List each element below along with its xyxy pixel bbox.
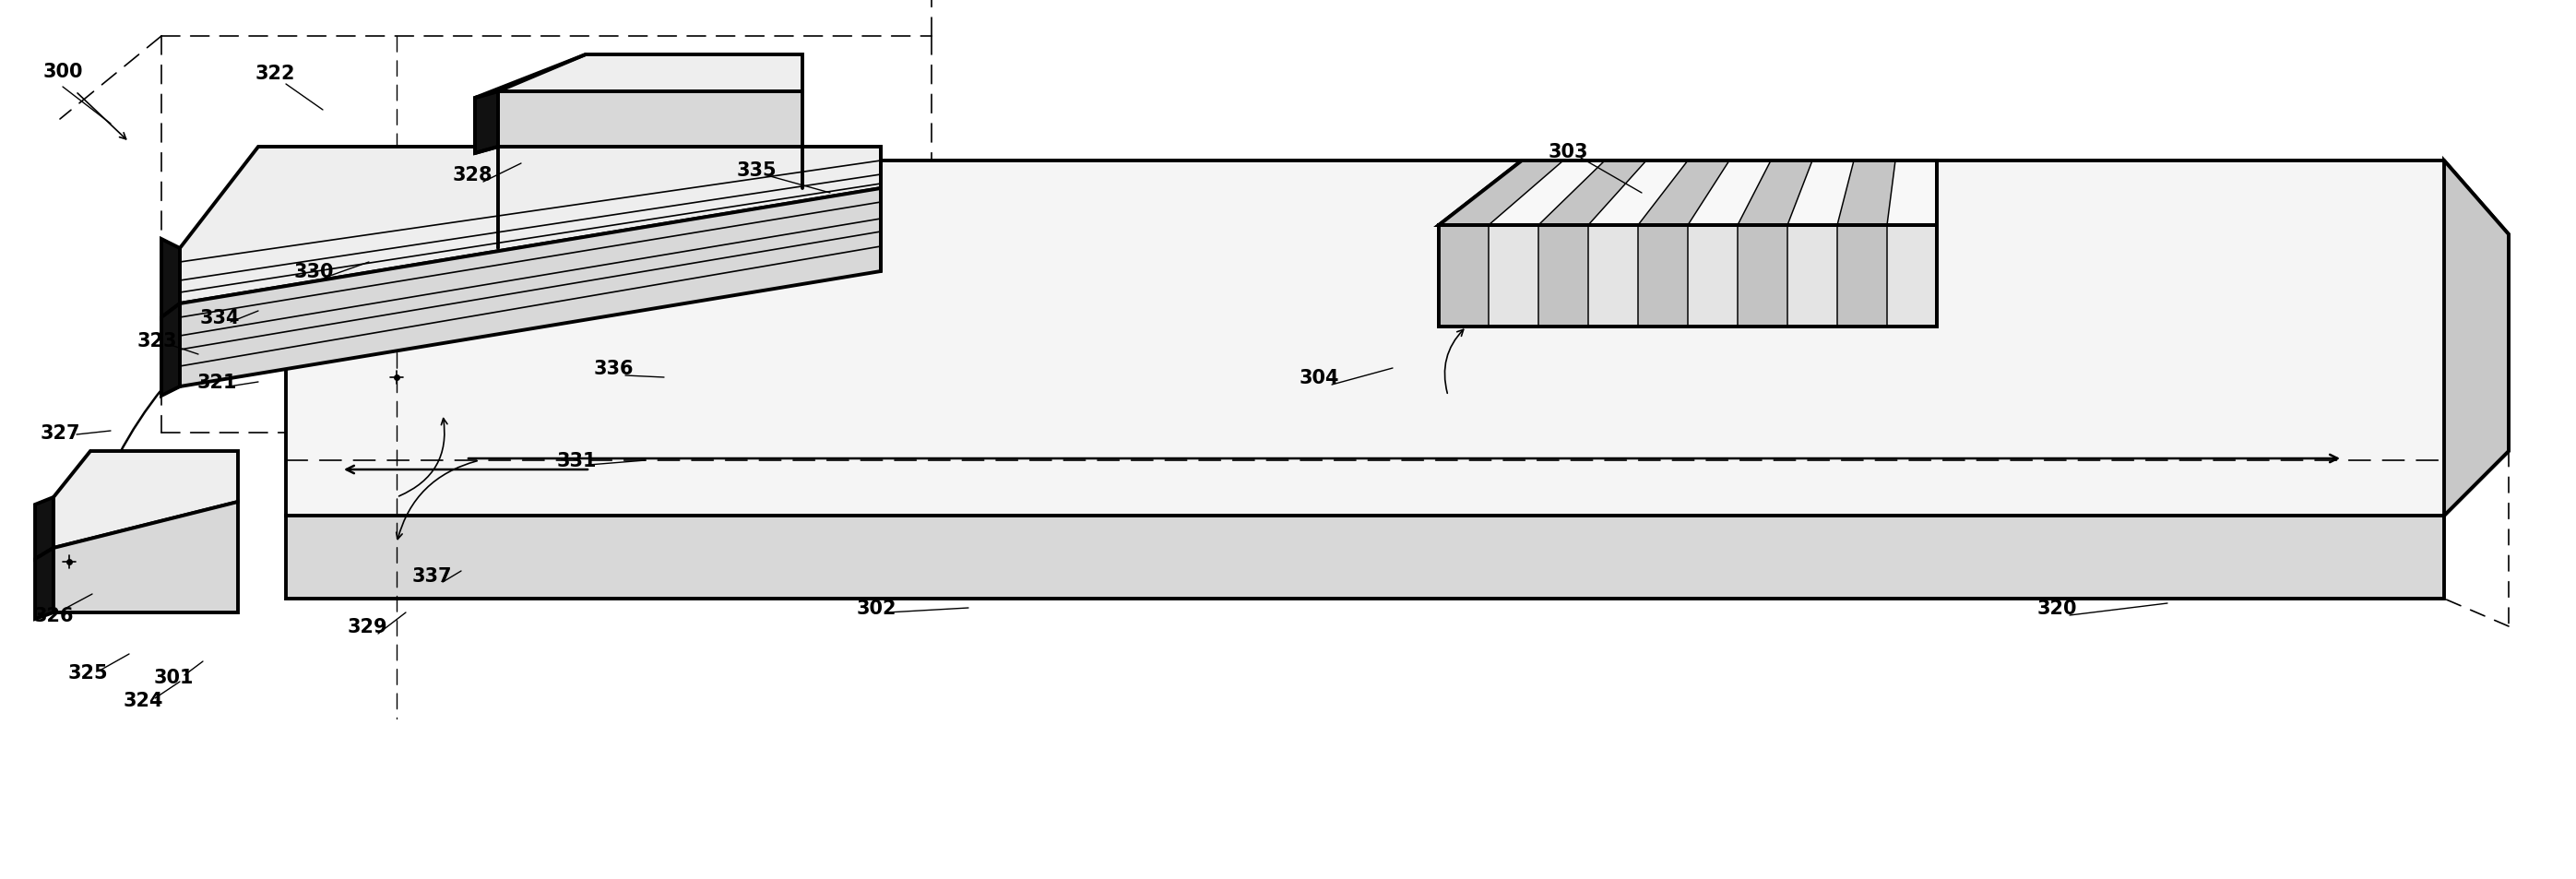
Text: 301: 301 [155,668,193,686]
Text: 327: 327 [39,424,80,442]
Text: 337: 337 [412,567,451,585]
Polygon shape [1638,161,1728,226]
Text: 320: 320 [2038,599,2076,617]
Polygon shape [1638,226,1687,327]
Polygon shape [180,189,881,387]
Polygon shape [286,161,2509,516]
Text: 326: 326 [33,607,75,625]
Polygon shape [54,452,237,548]
Text: 322: 322 [255,64,294,83]
Polygon shape [2445,161,2509,516]
Polygon shape [497,55,801,92]
Polygon shape [286,516,2445,599]
Polygon shape [162,240,180,318]
Polygon shape [180,148,881,304]
Polygon shape [1837,161,1896,226]
Polygon shape [1739,161,1814,226]
Text: 321: 321 [196,374,237,391]
Text: 325: 325 [67,664,108,682]
Polygon shape [474,92,497,154]
Polygon shape [162,304,180,396]
Text: 331: 331 [556,452,598,470]
Text: 323: 323 [137,331,178,350]
Polygon shape [1440,226,1489,327]
Text: 336: 336 [592,360,634,378]
Text: 335: 335 [737,161,775,179]
Text: 328: 328 [453,166,492,185]
Text: 324: 324 [124,691,162,709]
Text: 303: 303 [1548,142,1587,161]
Polygon shape [1739,226,1788,327]
Text: 304: 304 [1298,368,1340,387]
Polygon shape [36,548,54,619]
Text: 300: 300 [44,62,82,81]
Polygon shape [36,498,54,559]
Text: 330: 330 [294,263,335,281]
Polygon shape [1440,161,1564,226]
Polygon shape [497,92,801,148]
Polygon shape [54,502,237,613]
Polygon shape [1440,226,1937,327]
Polygon shape [1538,226,1589,327]
Polygon shape [1538,161,1646,226]
Text: 329: 329 [348,617,386,636]
Polygon shape [1837,226,1888,327]
Text: 302: 302 [855,599,896,617]
Text: 334: 334 [198,309,240,327]
Polygon shape [1440,161,1937,226]
